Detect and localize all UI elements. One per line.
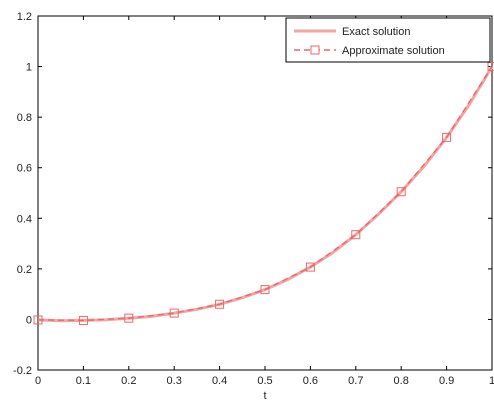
y-tick-label: 1 xyxy=(26,62,32,74)
y-tick-label: -0.2 xyxy=(13,365,32,377)
x-tick-label: 0.9 xyxy=(439,375,454,387)
y-tick-label: 0.4 xyxy=(17,213,32,225)
x-tick-label: 0.8 xyxy=(394,375,409,387)
legend-label: Approximate solution xyxy=(342,45,445,57)
x-tick-label: 0.5 xyxy=(257,375,272,387)
data-point xyxy=(169,308,179,318)
legend-label: Exact solution xyxy=(342,26,410,38)
legend-marker xyxy=(310,45,320,55)
x-tick-label: 0.6 xyxy=(303,375,318,387)
data-point xyxy=(215,299,225,309)
data-point xyxy=(78,315,88,325)
y-tick-label: 0.2 xyxy=(17,264,32,276)
x-axis-label: t xyxy=(263,390,266,401)
data-point xyxy=(442,132,452,142)
data-point xyxy=(351,230,361,240)
y-tick-label: 1.2 xyxy=(17,11,32,23)
y-tick-label: 0 xyxy=(26,314,32,326)
data-point xyxy=(305,262,315,272)
data-point xyxy=(33,315,43,325)
x-tick-label: 0.7 xyxy=(348,375,363,387)
data-point xyxy=(487,62,494,72)
x-tick-label: 0 xyxy=(35,375,41,387)
x-tick-label: 0.3 xyxy=(167,375,182,387)
y-tick-label: 0.8 xyxy=(17,112,32,124)
data-point xyxy=(124,313,134,323)
x-tick-label: 1 xyxy=(489,375,494,387)
x-tick-label: 0.2 xyxy=(121,375,136,387)
legend-box xyxy=(285,17,491,63)
series-line-2 xyxy=(37,66,493,322)
data-point xyxy=(260,285,270,295)
x-tick-label: 0.1 xyxy=(76,375,91,387)
y-tick-label: 0.6 xyxy=(17,163,32,175)
axis-ticks: 0 0.1 0.2 0.3 0.4 0.5 0.6 0.7 0.8 0.9 1-0.200.20.4… xyxy=(13,11,494,387)
legend: Exact solution Approximate solution xyxy=(285,17,491,63)
plot-area xyxy=(37,15,493,371)
x-tick-label: 0.4 xyxy=(212,375,227,387)
series-layer xyxy=(33,62,494,325)
data-point xyxy=(396,187,406,197)
